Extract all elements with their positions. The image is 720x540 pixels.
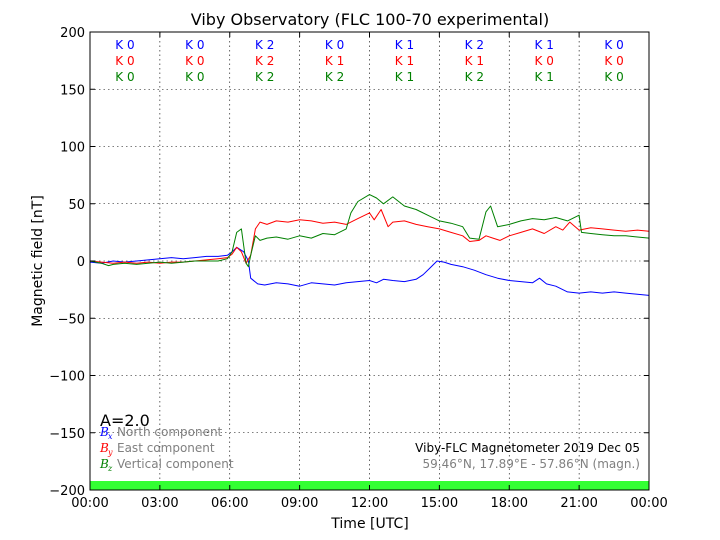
k-index-north: K 0 bbox=[604, 38, 623, 52]
legend-symbol: B bbox=[99, 441, 109, 455]
k-index-vertical: K 0 bbox=[185, 70, 204, 84]
plot-border bbox=[89, 31, 650, 491]
x-tick-label: 09:00 bbox=[281, 496, 318, 511]
k-index-east: K 0 bbox=[115, 54, 134, 68]
y-tick-label: −100 bbox=[49, 370, 85, 385]
y-tick-label: 0 bbox=[77, 255, 85, 270]
legend-subscript: x bbox=[108, 432, 113, 441]
k-index-north: K 1 bbox=[395, 38, 414, 52]
x-tick-label: 00:00 bbox=[71, 496, 108, 511]
k-index-east: K 1 bbox=[325, 54, 344, 68]
k-index-north: K 0 bbox=[185, 38, 204, 52]
k-index-north: K 1 bbox=[535, 38, 554, 52]
k-index-north: K 2 bbox=[465, 38, 484, 52]
y-tick-label: 50 bbox=[68, 198, 85, 213]
series-line-north bbox=[89, 246, 650, 296]
series-line-east bbox=[89, 209, 650, 264]
legend-label: North component bbox=[117, 425, 223, 439]
k-index-vertical: K 2 bbox=[325, 70, 344, 84]
y-axis-label: Magnetic field [nT] bbox=[30, 195, 46, 327]
k-index-east: K 0 bbox=[604, 54, 623, 68]
k-index-vertical: K 1 bbox=[395, 70, 414, 84]
k-index-north: K 0 bbox=[115, 38, 134, 52]
y-tick-label: −150 bbox=[49, 427, 85, 442]
k-index-north: K 2 bbox=[255, 38, 274, 52]
instrument-info: Viby-FLC Magnetometer 2019 Dec 05 bbox=[415, 441, 640, 455]
k-index-east: K 0 bbox=[185, 54, 204, 68]
k-index-table: K 0 K 0 K 2 K 0 K 1 K 2 K 1 K 0 K 0 K 0 K 2 K 1 K 1 K… bbox=[115, 38, 623, 84]
series-line-vertical bbox=[89, 194, 650, 268]
k-index-vertical: K 0 bbox=[115, 70, 134, 84]
k-index-vertical: K 2 bbox=[255, 70, 274, 84]
x-axis-label: Time [UTC] bbox=[330, 516, 408, 532]
k-index-vertical: K 2 bbox=[465, 70, 484, 84]
k-index-east: K 0 bbox=[535, 54, 554, 68]
y-tick-label: 200 bbox=[60, 26, 85, 41]
legend-subscript: y bbox=[107, 448, 113, 457]
x-tick-label: 12:00 bbox=[351, 496, 388, 511]
x-tick-label: 18:00 bbox=[491, 496, 528, 511]
y-tick-label: −50 bbox=[58, 312, 85, 327]
legend-symbol: B bbox=[99, 425, 109, 439]
legend-label: East component bbox=[117, 441, 215, 455]
series-lines bbox=[89, 194, 650, 296]
k-index-east: K 1 bbox=[465, 54, 484, 68]
a-index-label: A=2.0 bbox=[100, 411, 150, 430]
x-tick-label: 15:00 bbox=[421, 496, 458, 511]
k-index-vertical: K 0 bbox=[604, 70, 623, 84]
legend-symbol: B bbox=[99, 457, 109, 471]
x-tick-label: 21:00 bbox=[560, 496, 597, 511]
chart-title: Viby Observatory (FLC 100-70 experimenta… bbox=[191, 10, 550, 29]
k-index-vertical: K 1 bbox=[535, 70, 554, 84]
x-tick-label: 03:00 bbox=[141, 496, 178, 511]
x-tick-label: 00:00 bbox=[630, 496, 667, 511]
k-index-east: K 2 bbox=[255, 54, 274, 68]
axis-ticks: 00:00 03:00 06:00 09:00 12:00 15:00 18:00 21:00… bbox=[49, 26, 667, 511]
x-tick-label: 06:00 bbox=[211, 496, 248, 511]
k-index-east: K 1 bbox=[395, 54, 414, 68]
grid bbox=[90, 32, 649, 490]
location-info: 59.46°N, 17.89°E - 57.86°N (magn.) bbox=[423, 457, 640, 471]
legend-subscript: z bbox=[107, 464, 113, 473]
y-tick-label: −200 bbox=[49, 484, 85, 499]
legend-label: Vertical component bbox=[117, 457, 234, 471]
y-tick-label: 150 bbox=[60, 83, 85, 98]
k-index-north: K 0 bbox=[325, 38, 344, 52]
y-tick-label: 100 bbox=[60, 141, 85, 156]
